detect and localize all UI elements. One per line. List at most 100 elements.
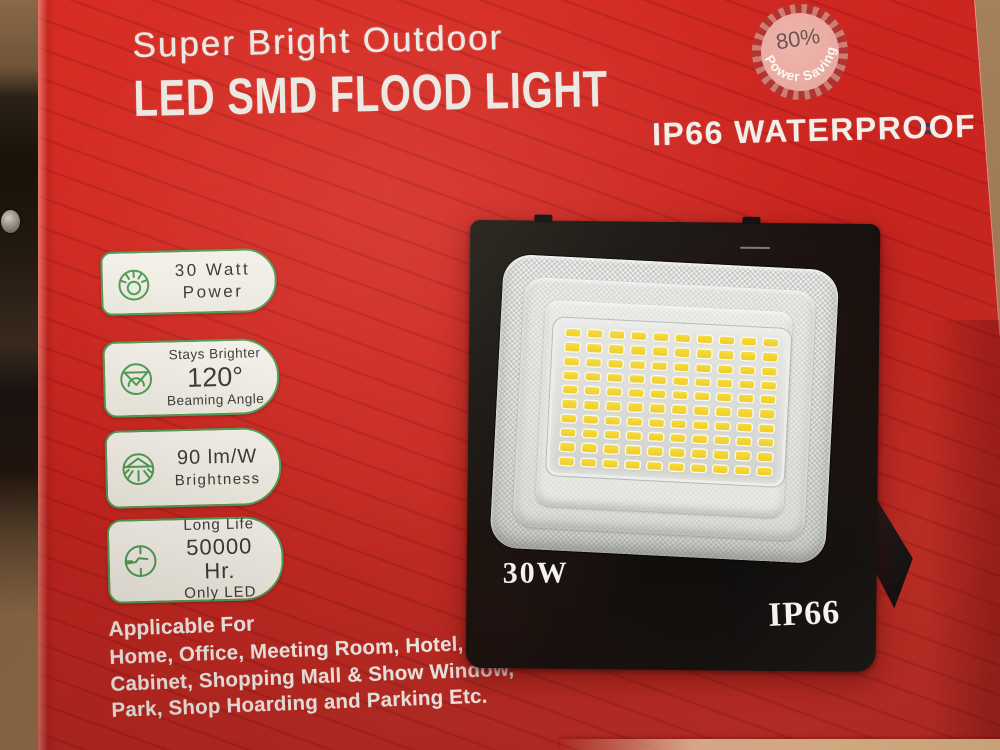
led-chip xyxy=(674,362,689,371)
led-chip xyxy=(608,359,623,368)
led-chip xyxy=(650,404,665,413)
feature-line: 30 Watt xyxy=(174,259,251,281)
led-chip xyxy=(738,394,754,403)
box-right-edge-highlight xyxy=(974,0,1000,336)
led-chip xyxy=(670,434,686,443)
led-chip xyxy=(605,416,620,425)
box-right-shadow xyxy=(928,320,1000,750)
led-chip xyxy=(692,435,708,444)
led-chip xyxy=(626,446,641,455)
led-chip xyxy=(653,347,668,356)
led-chip xyxy=(651,376,667,385)
led-chip xyxy=(607,373,623,382)
led-chip xyxy=(715,422,730,431)
feature-badge-beam-angle: Stays Brighter 120° Beaming Angle xyxy=(102,337,281,418)
power-saving-badge: 80% Power Saving xyxy=(745,0,855,107)
feature-line: 50000 Hr. xyxy=(185,533,253,584)
title-block: Super Bright Outdoor LED SMD FLOOD LIGHT xyxy=(132,13,742,127)
led-chip xyxy=(762,353,778,362)
led-chip xyxy=(585,372,601,381)
feature-line: Brightness xyxy=(174,470,261,490)
led-chip xyxy=(739,380,754,389)
led-chip xyxy=(760,410,775,419)
print-artifact xyxy=(920,122,933,134)
svg-text:Power Saving: Power Saving xyxy=(761,42,844,90)
led-chip xyxy=(695,378,710,387)
feature-line: Long Life xyxy=(183,515,255,535)
led-chip xyxy=(650,390,666,399)
floodlight-reflector xyxy=(489,253,840,565)
led-chip xyxy=(649,418,664,427)
led-chip xyxy=(737,423,752,432)
led-chip xyxy=(691,464,706,473)
product-subtitle: Super Bright Outdoor xyxy=(132,18,504,65)
led-chip xyxy=(564,357,579,366)
led-chip xyxy=(760,395,776,404)
feature-badge-power: 30 Watt Power xyxy=(100,247,278,316)
led-chip xyxy=(719,350,734,359)
led-chip xyxy=(647,461,662,470)
led-chip xyxy=(583,415,598,424)
led-chip xyxy=(559,457,574,466)
led-chip xyxy=(669,462,684,471)
led-chip xyxy=(628,403,643,412)
led-chip xyxy=(672,391,688,400)
led-chip xyxy=(562,400,577,409)
led-chip xyxy=(604,431,620,440)
feature-line: Only LED xyxy=(184,583,257,603)
led-chip xyxy=(757,467,772,476)
feature-badges: 30 Watt Power Stays Brighter 120 xyxy=(100,245,299,620)
led-chip xyxy=(628,389,644,398)
led-chip xyxy=(585,387,600,396)
background-left-edge xyxy=(0,0,38,750)
led-chip xyxy=(691,449,707,458)
led-chip xyxy=(697,335,713,344)
led-chip xyxy=(606,388,622,397)
led-chip xyxy=(697,349,712,358)
led-chip xyxy=(631,346,646,355)
led-chip xyxy=(563,371,579,380)
led-chip xyxy=(652,361,667,370)
led-grid xyxy=(559,328,779,476)
lamp-power-icon xyxy=(110,260,157,307)
led-chip xyxy=(675,334,691,343)
led-chip xyxy=(758,438,773,447)
led-chip xyxy=(673,377,688,386)
led-chip xyxy=(629,375,645,384)
led-chip xyxy=(741,337,757,346)
power-saving-label: Power Saving xyxy=(761,42,844,90)
led-chip xyxy=(560,443,575,452)
led-chip xyxy=(757,453,773,462)
led-chip xyxy=(631,332,647,341)
wattage-label: 30W xyxy=(502,556,569,590)
led-chip xyxy=(763,338,779,347)
led-chip xyxy=(581,458,596,467)
feature-badge-long-life: Long Life 50000 Hr. Only LED xyxy=(106,515,285,604)
led-chip xyxy=(604,445,619,454)
led-chip xyxy=(735,466,750,475)
led-chip xyxy=(675,348,690,357)
led-chip xyxy=(653,333,669,342)
led-chip xyxy=(713,465,728,474)
led-chip xyxy=(648,447,663,456)
led-chip xyxy=(565,343,580,352)
led-chip xyxy=(606,402,621,411)
led-chip xyxy=(603,459,618,468)
led-chip xyxy=(713,450,729,459)
led-chip xyxy=(625,460,640,469)
led-chip xyxy=(584,401,599,410)
background-bottom-edge xyxy=(560,739,1000,750)
led-chip xyxy=(716,393,732,402)
frame-top-tab xyxy=(534,214,553,223)
applicable-for-text: Applicable For Home, Office, Meeting Roo… xyxy=(108,602,516,724)
led-chip xyxy=(716,408,731,417)
led-chip xyxy=(670,448,685,457)
waterproof-label: IP66 WATERPROOF xyxy=(651,107,977,153)
feature-line: Power xyxy=(182,281,244,302)
beam-angle-icon xyxy=(113,356,160,403)
led-chip xyxy=(609,331,625,340)
led-chip xyxy=(717,379,732,388)
feature-line: 90 lm/W xyxy=(176,445,258,470)
